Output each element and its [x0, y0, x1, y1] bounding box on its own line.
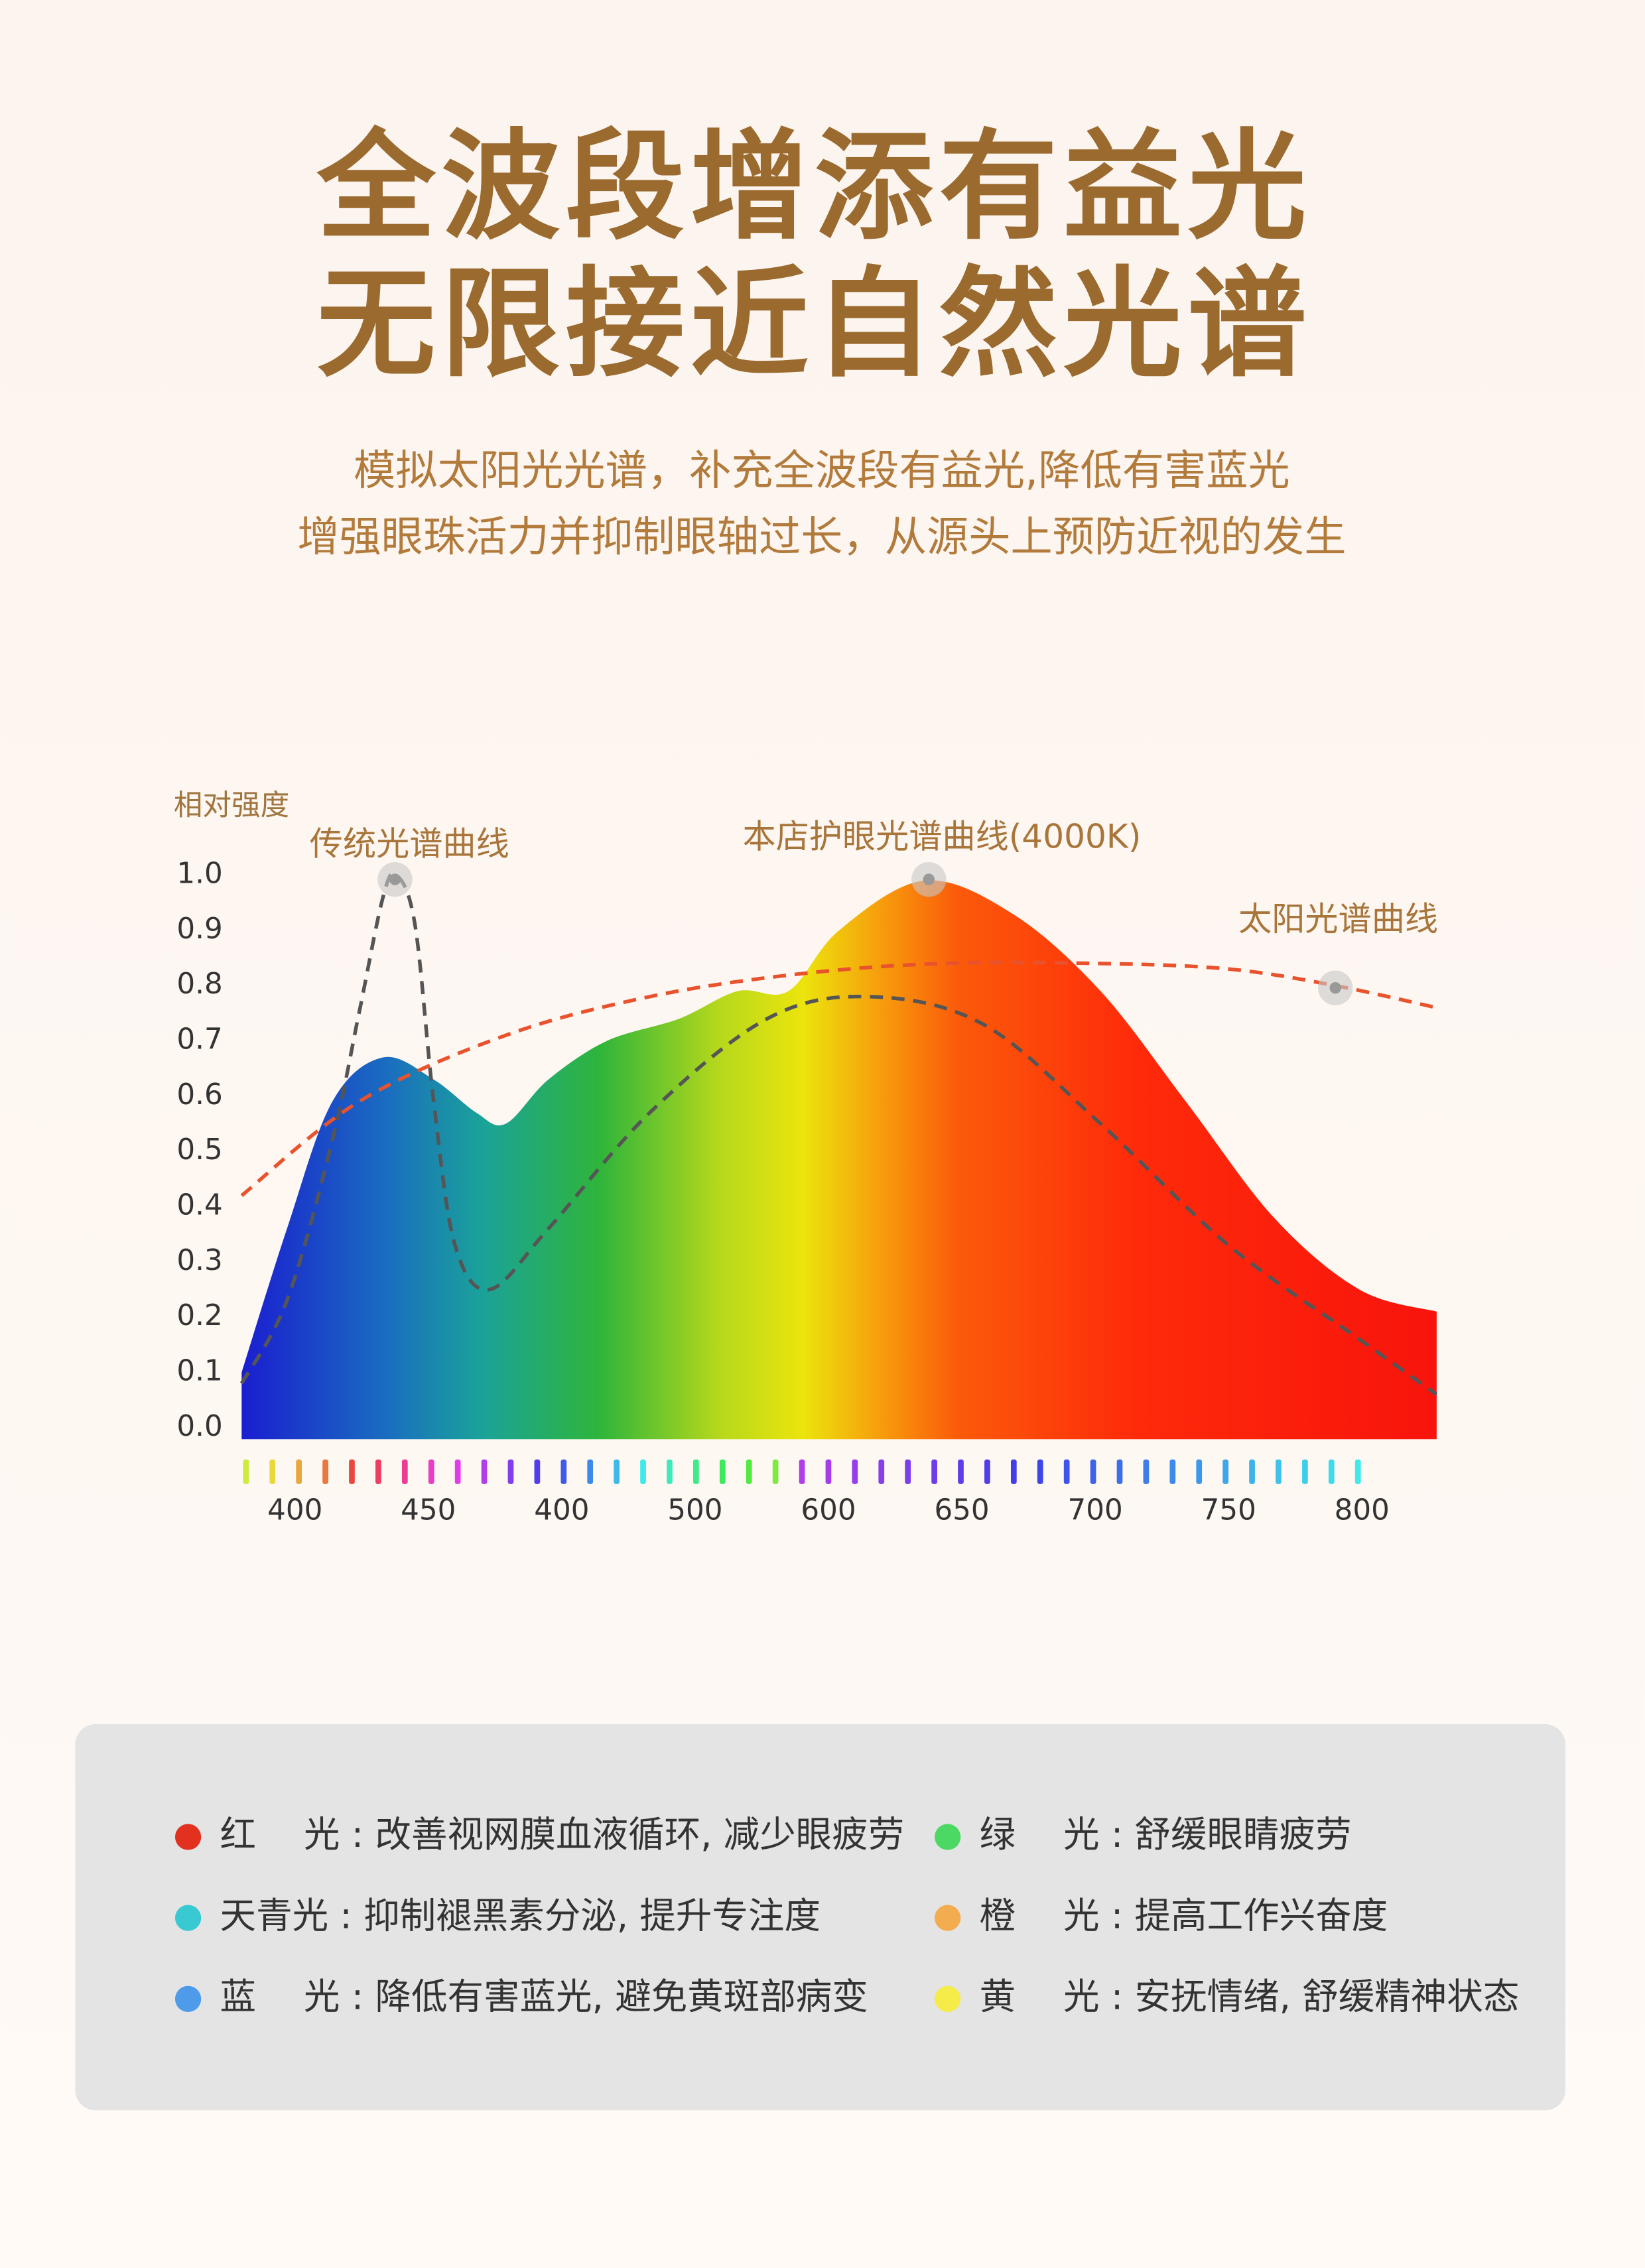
y-tick-label: 0.4 [176, 1188, 222, 1222]
color-dash [534, 1459, 541, 1484]
color-dash [269, 1459, 276, 1484]
curve-marker [1329, 981, 1341, 994]
y-tick-label: 0.8 [176, 968, 222, 1001]
color-dash [825, 1459, 832, 1484]
color-dash [746, 1459, 752, 1484]
color-dash [1010, 1459, 1017, 1484]
legend-text: 天青光 : 抑制褪黑素分泌, 提升专注度 [220, 1894, 821, 1936]
y-tick-label: 0.5 [176, 1133, 222, 1166]
y-tick-label: 0.1 [176, 1354, 222, 1387]
color-dash [1354, 1459, 1361, 1484]
legend-text: 橙 光 : 提高工作兴奋度 [980, 1894, 1388, 1936]
legend-text: 红 光 : 改善视网膜血液循环, 减少眼疲劳 [220, 1813, 905, 1856]
legend-box [75, 1724, 1566, 2111]
color-dash [401, 1459, 408, 1484]
x-tick-label: 450 [401, 1493, 456, 1527]
y-tick-label: 1.0 [176, 857, 222, 891]
y-tick-label: 0.7 [176, 1023, 222, 1056]
color-dash [296, 1459, 302, 1484]
color-dash [905, 1459, 911, 1484]
y-tick-label: 0.3 [176, 1244, 222, 1277]
y-tick-label: 0.9 [176, 913, 222, 946]
color-dash [1196, 1459, 1203, 1484]
curve-line [239, 871, 1438, 1396]
x-tick-label: 400 [267, 1493, 322, 1527]
x-tick-label: 650 [934, 1493, 989, 1527]
color-dash [243, 1459, 249, 1484]
color-dash [878, 1459, 885, 1484]
color-dash [1090, 1459, 1096, 1484]
curve-label: 本店护眼光谱曲线(4000K) [742, 817, 1141, 856]
color-dash [587, 1459, 594, 1484]
title: 无限接近自然光谱 [317, 255, 1313, 393]
y-tick-label: 0.6 [176, 1078, 222, 1111]
color-dash [1116, 1459, 1123, 1484]
color-dash [719, 1459, 726, 1484]
color-dash [349, 1459, 355, 1484]
subtitle: 模拟太阳光光谱，补充全波段有益光,降低有害蓝光 [354, 446, 1290, 495]
color-dash [958, 1459, 964, 1484]
color-dash [507, 1459, 514, 1484]
x-tick-label: 800 [1335, 1493, 1390, 1527]
color-dash [322, 1459, 328, 1484]
color-dash [428, 1459, 434, 1484]
color-dash [1037, 1459, 1043, 1484]
color-dash [640, 1459, 646, 1484]
color-dash [375, 1459, 381, 1484]
legend-dot [174, 1985, 202, 2012]
spectrum-area [241, 880, 1437, 1440]
color-dash [852, 1459, 858, 1484]
color-dash [1143, 1459, 1150, 1484]
y-tick-label: 0.0 [176, 1410, 222, 1443]
x-tick-label: 400 [534, 1493, 589, 1527]
color-dash [1302, 1459, 1308, 1484]
color-dash [1328, 1459, 1335, 1484]
color-dash [1249, 1459, 1255, 1484]
legend-dot [174, 1824, 202, 1850]
legend-dot [935, 1985, 961, 2012]
y-axis-label: 相对强度 [174, 789, 289, 822]
color-dash [614, 1459, 620, 1484]
color-dash [1276, 1459, 1282, 1484]
x-tick-label: 750 [1201, 1493, 1256, 1527]
curve-label: 传统光谱曲线 [310, 824, 509, 863]
legend-text: 蓝 光 : 降低有害蓝光, 避免黄斑部病变 [220, 1975, 868, 2017]
color-dash [1063, 1459, 1070, 1484]
curve-label: 太阳光谱曲线 [1238, 899, 1438, 938]
color-dash [772, 1459, 779, 1484]
color-dash [1222, 1459, 1229, 1484]
curve-marker [923, 873, 935, 885]
legend-dot [935, 1905, 961, 1931]
color-dash [1169, 1459, 1176, 1484]
title: 全波段增添有益光 [316, 118, 1313, 256]
y-tick-label: 0.2 [176, 1299, 222, 1332]
curve-line [240, 960, 1437, 1197]
x-tick-label: 500 [667, 1493, 722, 1527]
subtitle: 增强眼珠活力并抑制眼轴过长，从源头上预防近视的发生 [297, 512, 1346, 561]
legend-text: 绿 光 : 舒缓眼睛疲劳 [980, 1813, 1352, 1856]
x-tick-label: 600 [801, 1493, 856, 1527]
color-dash [799, 1459, 805, 1484]
color-dash [931, 1459, 937, 1484]
color-dash [693, 1459, 699, 1484]
curve-marker [389, 873, 401, 885]
color-dash [667, 1459, 673, 1484]
legend-dot [174, 1905, 202, 1931]
color-dash [560, 1459, 567, 1484]
x-tick-label: 700 [1068, 1493, 1123, 1527]
color-dash [984, 1459, 990, 1484]
color-dash [481, 1459, 488, 1484]
color-dash [454, 1459, 461, 1484]
legend-dot [935, 1824, 961, 1850]
plot: 0.0 0.1 0.2 0.3 0.4 0.5 0.6 0.7 0.8 0.9 1.0 400 450 4… [176, 817, 1438, 1527]
legend-text: 黄 光 : 安抚情绪, 舒缓精神状态 [980, 1975, 1520, 2017]
